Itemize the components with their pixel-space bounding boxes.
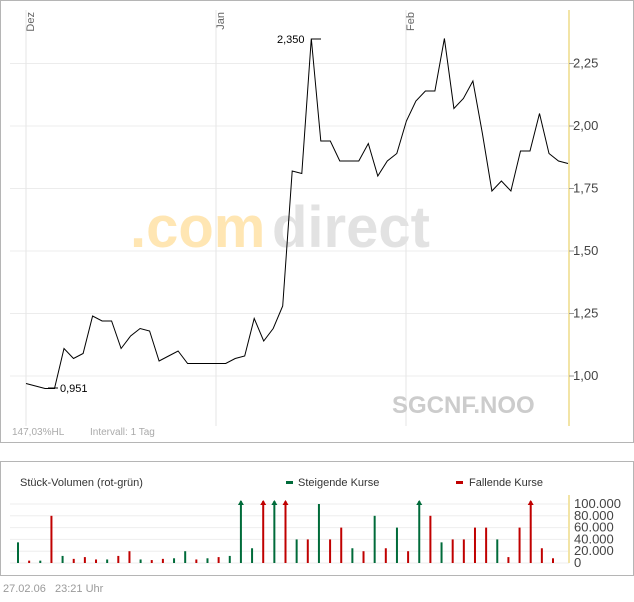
price-tick-label: 1,50 — [573, 243, 598, 258]
price-panel: .com direct 1,00 1,25 1,50 1,75 2,00 2,25 Dez… — [0, 0, 634, 443]
watermark-direct: direct — [272, 195, 430, 260]
volume-overflow-arrow — [416, 500, 423, 506]
price-tick-label: 2,00 — [573, 118, 598, 133]
volume-tick-label: 60.000 — [574, 520, 614, 535]
volume-overflow-arrow — [271, 500, 278, 506]
volume-bars — [17, 500, 554, 563]
legend-down-label: Fallende Kurse — [469, 477, 543, 489]
volume-tick-label: 40.000 — [574, 531, 614, 546]
watermark-dot-com: .com — [130, 195, 265, 260]
timestamp-date: 27.02.06 — [3, 583, 46, 595]
volume-tick-label: 0 — [574, 555, 581, 570]
timestamp-time: 23:21 Uhr — [55, 583, 104, 595]
price-line — [25, 38, 569, 389]
volume-tick-label: 100.000 — [574, 496, 621, 511]
price-tick-label: 1,75 — [573, 181, 598, 196]
volume-tick-label: 80.000 — [574, 508, 614, 523]
price-month-labels: Dez Jan Feb — [25, 12, 417, 32]
volume-overflow-arrow — [237, 500, 244, 506]
price-tick-label: 1,00 — [573, 368, 598, 383]
volume-tick-label: 20.000 — [574, 543, 614, 558]
legend-up-label: Steigende Kurse — [298, 477, 379, 489]
legend-up-swatch — [286, 481, 293, 484]
price-panel-frame — [0, 0, 634, 443]
price-y-ticks: 1,00 1,25 1,50 1,75 2,00 2,25 — [569, 56, 598, 383]
volume-title: Stück-Volumen (rot-grün) — [20, 477, 143, 489]
volume-overflow-arrow — [527, 500, 534, 506]
price-tick-label: 2,25 — [573, 56, 598, 71]
month-label: Dez — [25, 12, 37, 32]
timestamp: 27.02.06 23:21 Uhr — [3, 583, 103, 595]
month-label: Feb — [405, 12, 417, 31]
month-label: Jan — [215, 12, 227, 30]
month-separators — [25, 10, 407, 426]
volume-panel-frame — [0, 461, 634, 576]
volume-overflow-arrow — [282, 500, 289, 506]
volume-panel: Stück-Volumen (rot-grün) Steigende Kurse… — [0, 461, 634, 576]
legend-down-swatch — [456, 481, 463, 484]
info-left: 147,03%HL — [12, 427, 65, 438]
info-interval: Intervall: 1 Tag — [90, 427, 155, 438]
volume-overflow-arrow — [260, 500, 267, 506]
price-grid — [10, 63, 569, 377]
low-label: 0,951 — [60, 383, 88, 395]
price-tick-label: 1,25 — [573, 306, 598, 321]
symbol-label: SGCNF.NOO — [392, 392, 535, 419]
high-label: 2,350 — [277, 34, 305, 46]
